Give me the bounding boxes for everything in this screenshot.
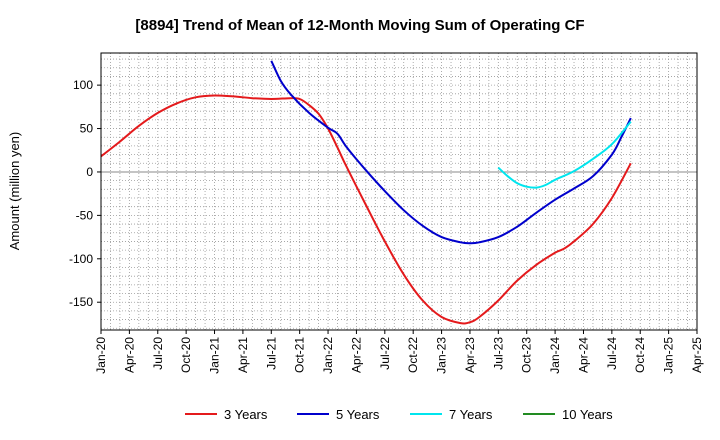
series-lines [100, 60, 632, 325]
grid [101, 53, 697, 330]
y-axis-ticks: 100 50 0 -50 -100 -150 [69, 78, 101, 309]
x-tick-label: Jul-22 [378, 337, 392, 370]
legend-label: 7 Years [449, 407, 493, 422]
chart-title: [8894] Trend of Mean of 12-Month Moving … [135, 17, 584, 34]
y-tick-label: -100 [69, 252, 93, 266]
x-tick-label: Jan-24 [548, 337, 562, 374]
x-tick-label: Jul-24 [605, 337, 619, 370]
x-tick-label: Jan-21 [208, 337, 222, 374]
x-tick-label: Jan-23 [435, 337, 449, 374]
legend-label: 10 Years [562, 407, 613, 422]
y-tick-label: 100 [73, 78, 93, 92]
y-axis-label: Amount (million yen) [7, 132, 22, 251]
x-tick-label: Oct-24 [633, 337, 647, 373]
x-tick-label: Jan-22 [321, 337, 335, 374]
plot-area [100, 52, 698, 331]
x-tick-label: Jul-20 [151, 337, 165, 370]
x-tick-label: Jan-25 [662, 337, 676, 374]
x-tick-label: Apr-23 [463, 337, 477, 373]
x-tick-label: Apr-25 [690, 337, 704, 373]
y-tick-label: 50 [80, 122, 94, 136]
x-tick-label: Apr-21 [236, 337, 250, 373]
series-line-5-years [270, 60, 632, 245]
x-tick-label: Oct-20 [179, 337, 193, 373]
legend-label: 3 Years [224, 407, 268, 422]
x-tick-label: Jan-20 [94, 337, 108, 374]
x-tick-label: Oct-22 [406, 337, 420, 373]
x-tick-label: Apr-24 [576, 337, 590, 373]
y-tick-label: 0 [86, 165, 93, 179]
y-tick-label: -150 [69, 295, 93, 309]
series-line-7-years [497, 120, 632, 189]
x-axis-ticks: Jan-20 Apr-20 Jul-20 Oct-20 Jan-21 Apr-21 Jul-… [94, 330, 704, 374]
legend: 3 Years 5 Years 7 Years 10 Years [185, 407, 613, 422]
y-tick-label: -50 [76, 208, 94, 222]
series-line-3-years [100, 94, 632, 325]
x-tick-label: Oct-21 [293, 337, 307, 373]
x-tick-label: Apr-22 [349, 337, 363, 373]
legend-label: 5 Years [336, 407, 380, 422]
x-tick-label: Jul-21 [264, 337, 278, 370]
x-tick-label: Apr-20 [122, 337, 136, 373]
x-tick-label: Oct-23 [520, 337, 534, 373]
x-tick-label: Jul-23 [491, 337, 505, 370]
